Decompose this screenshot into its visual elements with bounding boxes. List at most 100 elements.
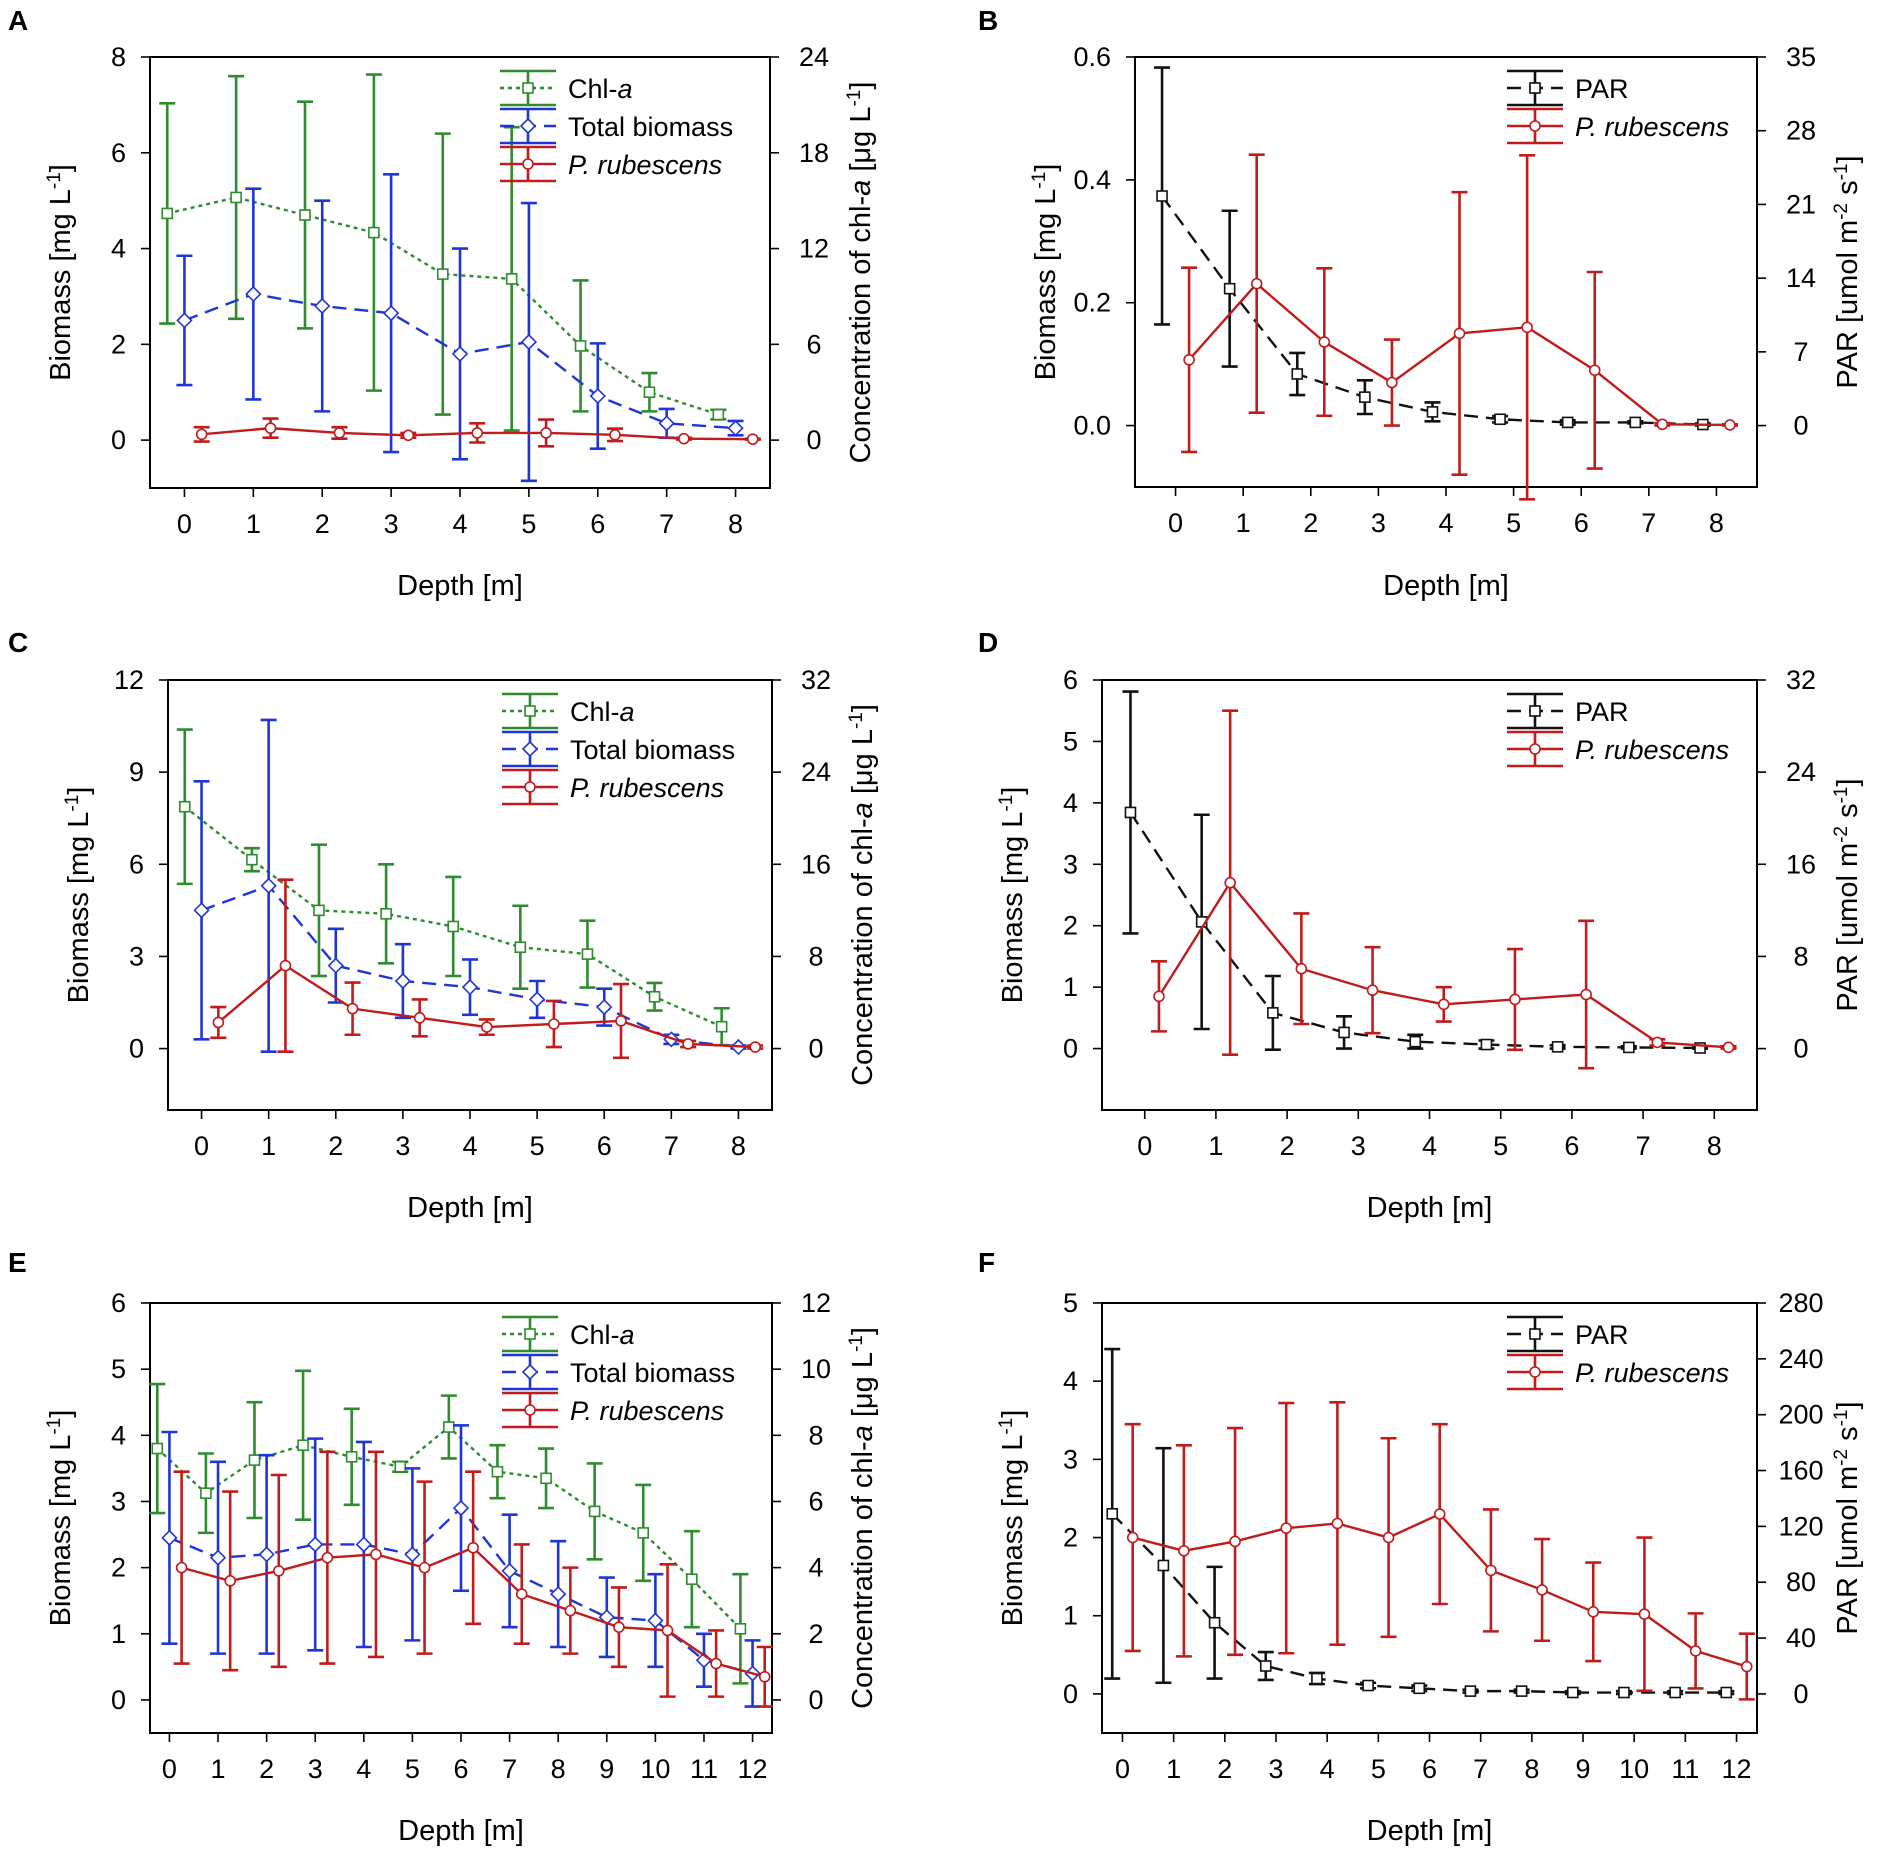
- series-line: [1111, 1512, 1727, 1694]
- x-tick-label: 0: [1137, 1131, 1152, 1161]
- data-point: [279, 959, 292, 972]
- x-axis-title: Depth [m]: [398, 1815, 524, 1847]
- data-point: [613, 1621, 625, 1633]
- y2-tick-label: 0: [1793, 1679, 1808, 1709]
- x-tick-label: 7: [664, 1131, 679, 1161]
- data-point: [418, 1561, 431, 1574]
- y-tick-label: 6: [129, 849, 144, 879]
- x-tick-label: 2: [1303, 508, 1318, 538]
- data-point: [501, 1562, 518, 1580]
- y-tick-label: 0.0: [1073, 411, 1111, 441]
- y2-tick-label: 24: [799, 42, 829, 72]
- x-tick-label: 0: [194, 1131, 209, 1161]
- legend-marker: [1529, 743, 1541, 755]
- data-point: [1651, 1036, 1664, 1049]
- panel-letter: A: [8, 5, 28, 36]
- data-point: [1291, 368, 1304, 380]
- data-point: [749, 1041, 762, 1053]
- chart-panel-b: B 0 1 2 3 4 5 6 7 8 0.0 0.2 0.4 0.6 0 7 14 21 28 35 Depth [m…: [978, 5, 1864, 602]
- data-point: [1382, 1531, 1395, 1544]
- data-point: [461, 979, 479, 996]
- x-tick-label: 4: [356, 1754, 371, 1784]
- data-point: [313, 904, 325, 917]
- x-tick-label: 3: [1351, 1131, 1366, 1161]
- data-point: [1280, 1522, 1293, 1534]
- y2-tick-label: 8: [1793, 941, 1808, 971]
- legend-marker: [524, 781, 536, 793]
- y-tick-label: 6: [111, 1288, 126, 1318]
- y2-tick-label: 0: [808, 1685, 823, 1715]
- series-total-biomass: [176, 173, 744, 483]
- legend-label: Total biomass: [568, 112, 733, 142]
- y2-tick-label: 0: [1793, 411, 1808, 441]
- x-tick-label: 8: [728, 509, 743, 539]
- y2-tick-label: 7: [1793, 337, 1808, 367]
- series-chl-a: [149, 1369, 749, 1685]
- data-point: [734, 1623, 747, 1635]
- data-point: [581, 948, 594, 960]
- data-point: [345, 1451, 358, 1463]
- y2-tick-label: 0: [808, 1034, 823, 1064]
- x-tick-label: 6: [1574, 508, 1589, 538]
- series-line: [1161, 195, 1703, 426]
- legend-item: P. rubescens: [1507, 107, 1729, 145]
- data-point: [314, 297, 331, 315]
- data-point: [1689, 1645, 1702, 1657]
- y-tick-label: 1: [1063, 1601, 1078, 1631]
- y-tick-label: 1: [111, 1619, 126, 1649]
- y2-axis-title: Concentration of chl-a [μg L-1]: [846, 704, 880, 1086]
- data-point: [548, 1018, 560, 1030]
- data-point: [471, 427, 484, 439]
- legend-marker: [1529, 82, 1541, 94]
- data-point: [151, 1442, 164, 1455]
- data-point: [1536, 1584, 1548, 1596]
- y-tick-label: 0.6: [1073, 42, 1111, 72]
- x-tick-label: 0: [1168, 508, 1183, 538]
- data-point: [297, 1439, 309, 1452]
- data-point: [1250, 277, 1263, 290]
- legend-marker: [524, 705, 536, 717]
- x-tick-label: 11: [690, 1754, 718, 1784]
- data-point: [1566, 1686, 1579, 1699]
- legend-label: PAR: [1575, 697, 1629, 727]
- legend-label: P. rubescens: [1575, 1358, 1729, 1388]
- data-point: [1656, 418, 1669, 431]
- legend-label: Chl-a: [568, 74, 633, 104]
- x-axis-title: Depth [m]: [407, 1192, 533, 1224]
- legend-item: P. rubescens: [1507, 1353, 1729, 1391]
- data-point: [1366, 984, 1379, 997]
- x-tick-label: 8: [551, 1754, 566, 1784]
- y2-tick-label: 6: [806, 329, 821, 359]
- x-tick-label: 4: [462, 1131, 477, 1161]
- data-point: [727, 420, 744, 437]
- legend-label: Chl-a: [570, 697, 635, 727]
- y2-axis-title: Concentration of chl-a [μg L-1]: [846, 1327, 880, 1709]
- legend-item: Chl-a: [502, 1315, 635, 1353]
- data-point: [1259, 1660, 1272, 1672]
- y2-tick-label: 4: [808, 1553, 823, 1583]
- data-point: [1157, 1559, 1170, 1572]
- x-tick-label: 1: [211, 1754, 226, 1784]
- data-point: [1338, 1026, 1350, 1039]
- series-chl-a: [159, 73, 727, 432]
- data-point: [1153, 990, 1165, 1003]
- data-point: [1311, 1672, 1323, 1685]
- y-tick-label: 0: [111, 425, 126, 455]
- y-tick-label: 3: [1063, 849, 1078, 879]
- data-point: [193, 902, 210, 919]
- y-tick-label: 1: [1063, 972, 1078, 1002]
- x-tick-label: 6: [597, 1131, 612, 1161]
- y2-tick-label: 16: [801, 849, 831, 879]
- x-tick-label: 6: [590, 509, 605, 539]
- legend: PAR P. rubescens: [1507, 1315, 1729, 1391]
- data-point: [1229, 1535, 1241, 1548]
- data-point: [175, 1561, 188, 1574]
- data-point: [370, 1548, 382, 1561]
- legend-label: Chl-a: [570, 1320, 635, 1350]
- x-tick-label: 1: [1166, 1754, 1181, 1784]
- legend-label: P. rubescens: [568, 150, 722, 180]
- data-point: [520, 333, 538, 351]
- x-tick-label: 5: [1506, 508, 1521, 538]
- data-point: [637, 1527, 650, 1539]
- data-point: [1629, 416, 1642, 429]
